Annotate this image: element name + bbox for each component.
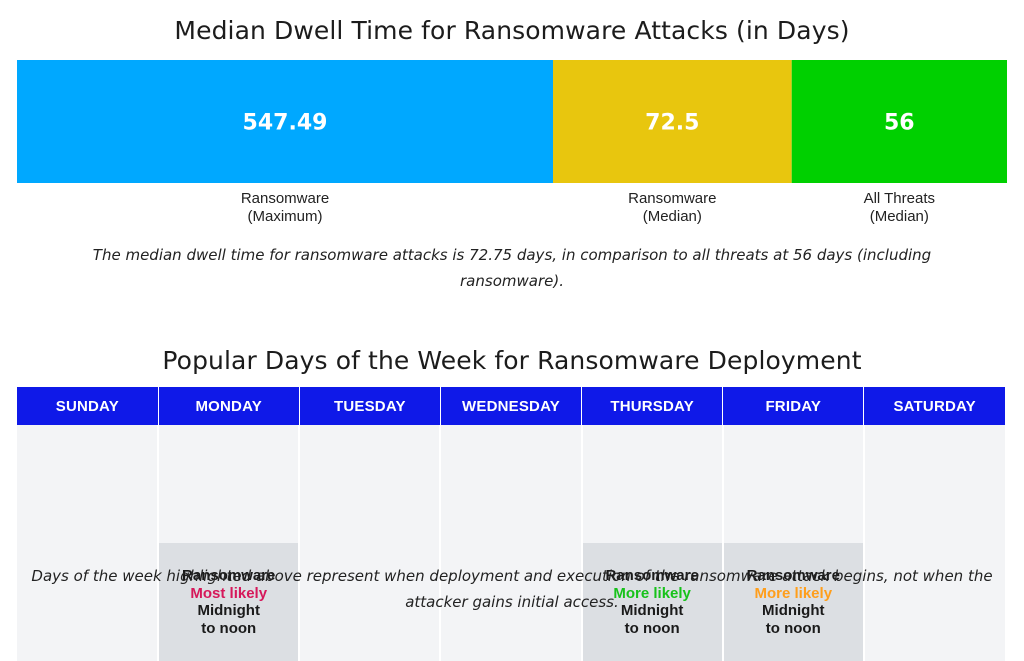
- thursday-cell-line3: Midnight: [620, 602, 684, 619]
- monday-cell-line3: Midnight: [197, 602, 260, 619]
- day-header-monday: MONDAY: [157, 387, 300, 425]
- friday-cell-line4: to noon: [765, 619, 821, 637]
- bar-segment-2: [791, 60, 1007, 183]
- day-header-sunday: SUNDAY: [17, 387, 159, 425]
- monday-cell-line1: Ransomware: [182, 567, 276, 584]
- bar-category-label-2-line-0: All Threats: [864, 190, 935, 207]
- bar-category-label-1-line-0: Ransomware: [628, 190, 716, 207]
- monday-cell-line4: to noon: [201, 619, 257, 637]
- days-of-week-table: SUNDAY MONDAY TUESDAY WEDNESDAY THURSDAY…: [17, 387, 1005, 661]
- week-table-caption: Days of the week highlighted above repre…: [31, 567, 993, 611]
- thursday-likelihood: More likely: [613, 584, 691, 602]
- bar-value-label-2: 56: [884, 111, 915, 136]
- dwell-chart-caption: The median dwell time for ransomware att…: [92, 246, 932, 290]
- bar-value-label-0: 547.49: [243, 111, 328, 136]
- dwell-time-bar-chart: 547.49Ransomware(Maximum)72.5Ransomware(…: [17, 60, 1007, 225]
- bar-value-label-1: 72.5: [645, 111, 699, 136]
- friday-likelihood: More likely: [754, 584, 833, 602]
- thursday-cell-line4: to noon: [624, 619, 680, 637]
- bar-category-label-0-line-0: Ransomware: [241, 190, 329, 207]
- day-header-wednesday: WEDNESDAY: [439, 387, 582, 425]
- bar-category-label-2-line-1: (Median): [870, 208, 929, 225]
- bar-segment-0: [17, 60, 553, 183]
- dwell-chart-title: Median Dwell Time for Ransomware Attacks…: [174, 16, 850, 45]
- day-header-saturday: SATURDAY: [863, 387, 1005, 425]
- day-header-thursday: THURSDAY: [581, 387, 723, 425]
- day-header-tuesday: TUESDAY: [298, 387, 441, 425]
- monday-likelihood: Most likely: [190, 584, 268, 602]
- bar-category-label-0-line-1: (Maximum): [248, 208, 323, 225]
- friday-cell-line1: Ransomware: [746, 567, 840, 584]
- bar-category-label-1-line-1: (Median): [643, 208, 702, 225]
- bar-segment-1: [553, 60, 792, 183]
- thursday-cell-line1: Ransomware: [605, 567, 699, 584]
- day-header-friday: FRIDAY: [722, 387, 864, 425]
- friday-cell-line3: Midnight: [762, 602, 825, 619]
- week-table-title: Popular Days of the Week for Ransomware …: [162, 346, 862, 375]
